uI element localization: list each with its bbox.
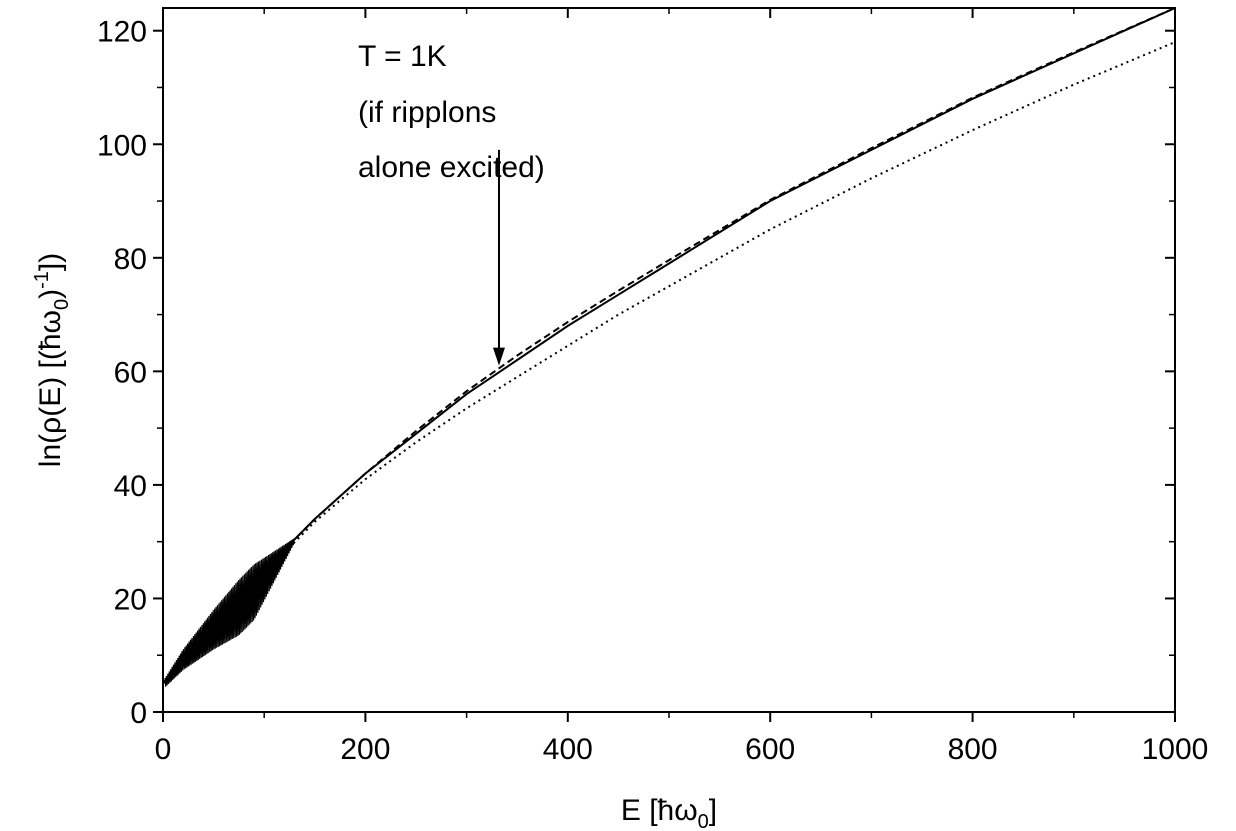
y-tick-label: 120 <box>97 16 147 49</box>
series-dotted-line <box>162 41 1176 685</box>
series-layer <box>162 7 1176 687</box>
annotation-line-1: T = 1K <box>358 40 447 73</box>
x-axis-title: E [ħω0] <box>621 794 717 831</box>
labels-layer: 0 200 400 600 800 1000 0 20 40 60 80 100 120 <box>97 16 1208 766</box>
x-tick-label: 600 <box>745 733 795 766</box>
y-tick-label: 60 <box>114 356 147 389</box>
x-tick-label: 800 <box>948 733 998 766</box>
x-tick-label: 0 <box>155 733 172 766</box>
annotation-arrow-head <box>492 347 505 366</box>
y-tick-label: 0 <box>130 697 147 730</box>
x-tick-label: 200 <box>340 733 390 766</box>
y-tick-label: 80 <box>114 243 147 276</box>
y-tick-label: 20 <box>114 583 147 616</box>
y-axis-title: ln(ρ(E) [(ħω0)-1]) <box>31 253 73 467</box>
plot-frame <box>162 7 1176 713</box>
x-tick-label: 400 <box>543 733 593 766</box>
x-tick-label: 1000 <box>1142 733 1209 766</box>
series-dashed-line <box>162 7 1176 685</box>
annotation-line-2: (if ripplons <box>358 96 496 129</box>
annotation: T = 1K (if ripplons alone excited) <box>358 40 545 366</box>
series-solid-line <box>162 7 1176 685</box>
low-energy-oscillation <box>164 538 295 687</box>
ticks-layer <box>153 8 1176 722</box>
annotation-line-3: alone excited) <box>358 151 545 184</box>
y-tick-label: 100 <box>97 129 147 162</box>
y-tick-label: 40 <box>114 470 147 503</box>
